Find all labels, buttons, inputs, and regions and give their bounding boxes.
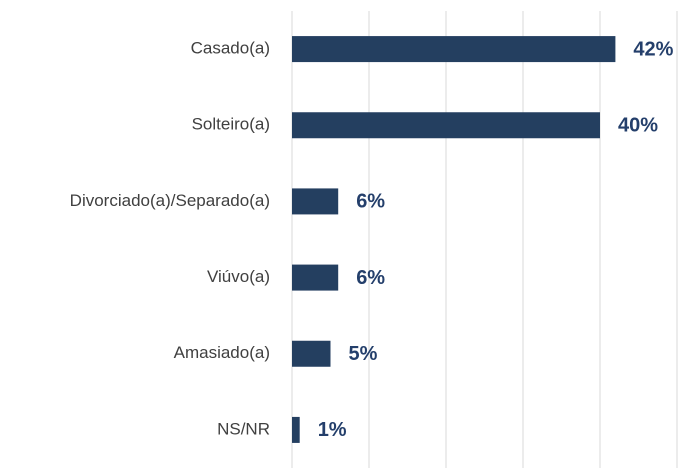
y-tick-label: Solteiro(a) [192, 115, 270, 134]
bar [292, 36, 616, 63]
y-tick-label: NS/NR [217, 419, 270, 438]
data-label: 42% [633, 38, 673, 60]
data-label: 6% [356, 267, 385, 289]
y-tick-label: Casado(a) [191, 39, 270, 58]
y-tick-label: Viúvo(a) [207, 267, 270, 286]
bar [292, 188, 339, 215]
data-label: 40% [618, 115, 658, 137]
y-tick-label: Divorciado(a)/Separado(a) [70, 191, 270, 210]
bar [292, 112, 600, 139]
bar [292, 340, 331, 367]
bar [292, 264, 339, 291]
data-label: 6% [356, 191, 385, 213]
bar [292, 416, 300, 443]
data-label: 1% [318, 419, 347, 441]
y-tick-label: Amasiado(a) [174, 343, 270, 362]
data-label: 5% [349, 343, 378, 365]
